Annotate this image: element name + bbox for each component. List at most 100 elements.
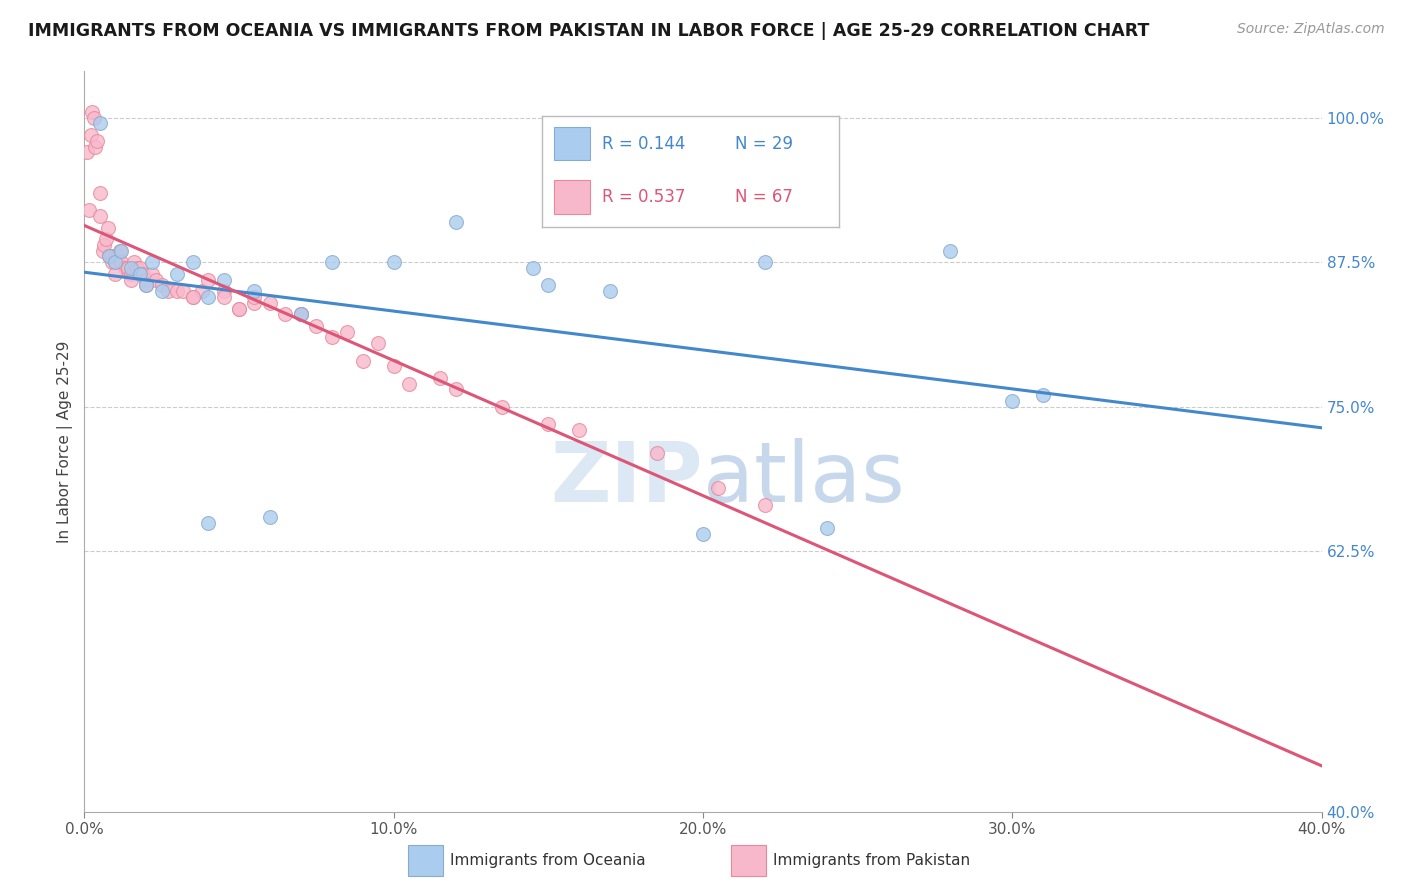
- Point: [336, 325, 359, 339]
- Point: [398, 376, 420, 391]
- Point: [122, 255, 145, 269]
- Point: [117, 260, 139, 275]
- Point: [100, 250, 122, 264]
- Point: [172, 284, 194, 298]
- Point: [692, 527, 714, 541]
- Text: Immigrants from Oceania: Immigrants from Oceania: [450, 854, 645, 868]
- Text: IMMIGRANTS FROM OCEANIA VS IMMIGRANTS FROM PAKISTAN IN LABOR FORCE | AGE 25-29 C: IMMIGRANTS FROM OCEANIA VS IMMIGRANTS FR…: [28, 22, 1150, 40]
- Text: ZIP: ZIP: [551, 438, 703, 519]
- Point: [129, 260, 152, 275]
- Point: [120, 260, 142, 275]
- Point: [243, 290, 266, 304]
- Point: [1001, 394, 1024, 409]
- Point: [82, 104, 104, 119]
- Point: [212, 272, 235, 286]
- Point: [166, 267, 188, 281]
- Point: [599, 284, 621, 298]
- Point: [91, 244, 114, 258]
- Text: atlas: atlas: [703, 438, 904, 519]
- Point: [290, 307, 312, 321]
- Point: [141, 267, 163, 281]
- Point: [108, 244, 131, 258]
- Point: [77, 203, 100, 218]
- Point: [141, 255, 163, 269]
- Y-axis label: In Labor Force | Age 25-29: In Labor Force | Age 25-29: [58, 341, 73, 542]
- Point: [754, 255, 776, 269]
- Point: [228, 301, 250, 316]
- Point: [290, 307, 312, 321]
- Point: [491, 400, 513, 414]
- Point: [382, 255, 405, 269]
- Point: [367, 336, 389, 351]
- Point: [191, 284, 214, 298]
- Point: [104, 267, 127, 281]
- Point: [135, 278, 157, 293]
- Point: [125, 260, 148, 275]
- Point: [93, 238, 115, 252]
- Point: [89, 209, 111, 223]
- Point: [98, 250, 121, 264]
- Point: [114, 260, 136, 275]
- Point: [96, 220, 118, 235]
- Point: [181, 290, 204, 304]
- Point: [754, 498, 776, 512]
- Point: [101, 255, 124, 269]
- Point: [568, 423, 591, 437]
- Point: [429, 371, 451, 385]
- Point: [537, 417, 560, 432]
- Point: [104, 250, 127, 264]
- Point: [537, 278, 560, 293]
- Point: [98, 250, 121, 264]
- Point: [522, 260, 544, 275]
- Point: [228, 301, 250, 316]
- Point: [145, 272, 167, 286]
- Point: [321, 255, 343, 269]
- Point: [290, 307, 312, 321]
- Point: [939, 244, 962, 258]
- Point: [94, 232, 117, 246]
- Point: [79, 128, 101, 142]
- Point: [166, 284, 188, 298]
- Point: [150, 278, 173, 293]
- Point: [197, 272, 219, 286]
- Point: [645, 446, 668, 460]
- Point: [707, 481, 730, 495]
- Point: [243, 295, 266, 310]
- Point: [132, 267, 155, 281]
- Point: [212, 284, 235, 298]
- Point: [110, 255, 132, 269]
- Point: [259, 295, 281, 310]
- Point: [156, 284, 179, 298]
- Point: [444, 383, 467, 397]
- Point: [352, 353, 374, 368]
- Point: [444, 215, 467, 229]
- Text: Immigrants from Pakistan: Immigrants from Pakistan: [773, 854, 970, 868]
- Text: Source: ZipAtlas.com: Source: ZipAtlas.com: [1237, 22, 1385, 37]
- Point: [243, 284, 266, 298]
- Point: [110, 244, 132, 258]
- Point: [89, 116, 111, 130]
- Point: [89, 186, 111, 200]
- Point: [86, 134, 108, 148]
- Point: [274, 307, 297, 321]
- Point: [212, 290, 235, 304]
- Point: [129, 267, 152, 281]
- Point: [135, 272, 157, 286]
- Point: [107, 250, 129, 264]
- Point: [815, 521, 838, 535]
- Point: [181, 290, 204, 304]
- Point: [259, 509, 281, 524]
- Point: [76, 145, 98, 160]
- Point: [150, 284, 173, 298]
- Point: [197, 290, 219, 304]
- Point: [104, 255, 127, 269]
- Point: [83, 111, 105, 125]
- Point: [181, 255, 204, 269]
- Point: [321, 330, 343, 344]
- Point: [382, 359, 405, 374]
- Point: [120, 267, 142, 281]
- Point: [135, 278, 157, 293]
- Point: [305, 318, 328, 333]
- Point: [1032, 388, 1054, 402]
- Point: [120, 272, 142, 286]
